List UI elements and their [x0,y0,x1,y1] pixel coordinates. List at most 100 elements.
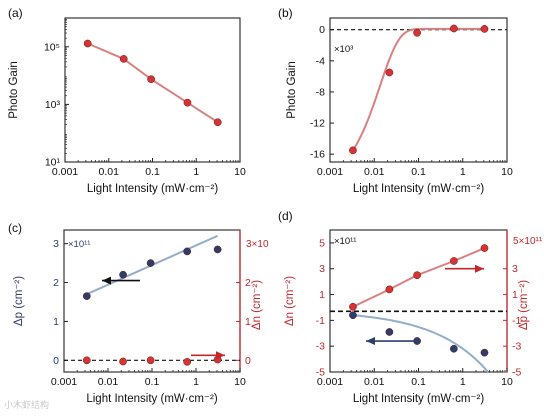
scale-note-right: 3×10 [246,239,269,250]
x-tick-label: 10 [501,376,513,388]
y-tick-label: 10³ [45,99,61,111]
x-tick-label: 0.001 [51,376,77,388]
data-point [349,311,357,320]
y-tick-label: 10⁵ [44,41,60,53]
y-axis-label: Photo Gain [286,61,298,119]
x-tick-label: 0.01 [364,376,385,388]
plot-frame-3 [329,229,508,373]
x-tick-label: 0.001 [317,376,343,388]
data-point [213,118,222,127]
y2-tick-label: 2 [245,277,251,289]
x-axis-label: Light Intensity (mW·cm⁻²) [353,183,484,195]
data-point [450,344,458,353]
y-tick-label: 5 [319,237,325,249]
data-point [450,257,458,265]
y-tick-label: -1 [316,315,325,327]
y-axis-label-left: Δp (cm⁻²) [13,276,25,326]
x-tick-label: 10 [234,376,246,388]
plot-frame-1 [329,17,508,163]
data-point [385,328,394,336]
y-tick-label: -3 [316,341,325,353]
data-point [147,75,155,84]
panel-label: (b) [278,6,293,20]
y-axis-label: Photo Gain [8,61,20,119]
y2-tick-label: -1 [512,315,521,327]
y2-tick-label: -5 [512,367,521,379]
data-point [183,358,192,366]
x-tick-label: 10 [501,166,513,178]
x-tick-label: 10 [234,166,246,178]
x-axis-label: Light Intensity (mW·cm⁻²) [87,183,218,195]
y-axis-label-right: Δp (cm⁻²) [518,280,530,330]
data-point [119,55,128,63]
series-line [87,42,219,124]
fit-curve [352,27,484,151]
data-point [349,146,357,155]
panel-label: (a) [8,6,23,20]
x-axis-label: Light Intensity (mW·cm⁻²) [86,393,217,405]
watermark: 小木虾结构 [4,400,50,410]
plot-frame-2 [63,229,241,373]
panel-label: (c) [8,221,22,235]
data-point [119,357,127,366]
y-tick-label: -8 [316,86,325,98]
data-point [413,271,421,280]
x-tick-label: 0.1 [411,166,426,178]
y2-tick-label: 1 [512,289,518,301]
y2-tick-label: -3 [512,341,521,353]
y-tick-label: -16 [310,149,325,161]
data-point [213,245,222,254]
y-tick-label: 0 [319,24,325,36]
fit-curve [352,314,489,373]
y2-tick-label: 0 [245,355,251,367]
x-tick-label: 1 [193,166,199,178]
x-tick-label: 0.1 [145,166,160,178]
scale-note-left: ×10¹¹ [68,239,90,250]
data-point [480,244,489,252]
x-tick-label: 0.1 [145,376,160,388]
y2-tick-label: 1 [245,316,251,328]
scale-note: ×10³ [334,44,353,55]
x-tick-label: 0.001 [317,166,343,178]
y-tick-label: 2 [53,277,59,289]
data-point [480,348,489,357]
data-point [480,25,489,33]
x-tick-label: 0.01 [364,166,385,178]
y-tick-label: 0 [53,355,59,367]
data-point [82,356,91,365]
data-point [385,285,394,294]
y2-tick-label: 3 [512,263,518,275]
x-tick-label: 0.1 [411,376,426,388]
data-point [146,259,155,267]
y-axis-label-left: Δn (cm⁻²) [284,276,296,326]
y-tick-label: 3 [53,238,59,250]
data-point [183,98,192,107]
x-tick-label: 1 [460,166,466,178]
legend-arrow-right-head [216,351,225,360]
x-tick-label: 0.001 [52,166,78,178]
data-point [183,247,192,256]
data-point [349,302,357,311]
data-point [82,292,91,300]
data-point [119,270,127,279]
data-point [83,39,92,48]
y-tick-label: 1 [53,316,59,328]
y-tick-label: -4 [316,55,325,67]
y-tick-label: 10¹ [45,157,61,169]
y-tick-label: -12 [310,118,325,130]
data-point [450,24,458,33]
legend-arrow-left-head [366,337,375,346]
x-tick-label: 1 [193,376,199,388]
x-tick-label: 1 [460,376,466,388]
legend-arrow-left-head [102,276,111,285]
y-axis-label-right: Δn (cm⁻²) [251,280,263,330]
x-tick-label: 0.01 [98,376,119,388]
y-tick-label: 3 [319,263,325,275]
panel-label: (d) [278,209,293,223]
x-tick-label: 0.01 [99,166,120,178]
data-point [146,356,155,365]
x-axis-label: Light Intensity (mW·cm⁻²) [353,393,484,405]
data-point [385,68,394,77]
